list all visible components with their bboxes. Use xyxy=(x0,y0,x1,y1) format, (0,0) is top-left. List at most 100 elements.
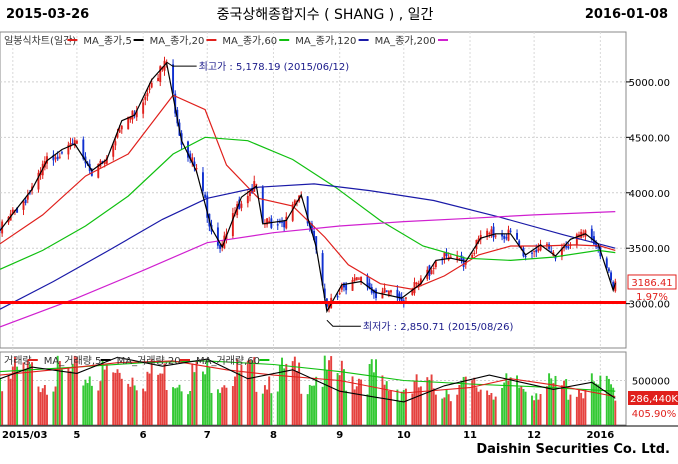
volume-bar xyxy=(313,385,316,425)
volume-bar xyxy=(385,381,388,425)
candle-body xyxy=(97,163,100,178)
candle-body xyxy=(563,247,566,249)
volume-bar xyxy=(486,390,489,425)
volume-bar xyxy=(291,361,294,425)
volume-ma-line xyxy=(0,360,616,398)
volume-bar xyxy=(234,376,236,425)
volume-bar xyxy=(381,375,384,425)
volume-bar xyxy=(569,394,572,425)
volume-bar xyxy=(396,389,399,425)
candle-body xyxy=(54,157,57,159)
candle-body xyxy=(449,256,452,258)
candle-body xyxy=(434,261,437,267)
volume-bar xyxy=(0,378,1,425)
candle-body xyxy=(148,88,151,90)
volume-bar xyxy=(417,387,420,425)
x-tick-label: 8 xyxy=(270,430,277,440)
last-volume-box xyxy=(628,391,678,405)
candle-body xyxy=(120,125,123,130)
volume-bar xyxy=(330,356,333,425)
candle-body xyxy=(129,116,132,120)
volume-bar xyxy=(133,385,136,425)
volume-bar xyxy=(172,387,175,425)
candle-body xyxy=(291,204,294,221)
volume-bar xyxy=(39,392,42,425)
x-tick-label: 12 xyxy=(527,430,541,440)
candle-body xyxy=(548,244,551,249)
volume-bar xyxy=(238,372,241,425)
volume-bar xyxy=(236,359,239,425)
volume-bar xyxy=(73,355,76,425)
volume-bar xyxy=(165,390,168,425)
candle-body xyxy=(415,282,418,285)
last-price-label: 3186.41 xyxy=(631,278,672,289)
volume-bar xyxy=(13,356,16,425)
volume-bar xyxy=(411,393,414,425)
volume-bar xyxy=(368,364,371,425)
candle-body xyxy=(219,244,222,249)
volume-bar xyxy=(191,363,194,425)
candle-body xyxy=(127,116,130,130)
candle-body xyxy=(268,220,271,223)
volume-bar xyxy=(360,379,363,425)
volume-bar xyxy=(28,364,31,425)
volume-bar xyxy=(283,368,286,425)
volume-bar xyxy=(445,388,448,425)
volume-bar xyxy=(428,379,431,425)
candle-body xyxy=(22,201,25,210)
volume-bar xyxy=(60,369,63,425)
candle-body xyxy=(417,283,420,286)
candle-body xyxy=(60,152,63,154)
volume-ma-line xyxy=(0,360,616,392)
candle-body xyxy=(306,196,309,224)
volume-bar xyxy=(590,373,593,425)
candle-body xyxy=(443,252,446,260)
volume-bar xyxy=(84,379,87,425)
volume-bar xyxy=(46,394,48,425)
volume-bar xyxy=(471,380,474,425)
candle-body xyxy=(503,235,506,239)
candle-body xyxy=(501,233,504,237)
candle-body xyxy=(313,231,316,241)
candle-body xyxy=(251,188,254,194)
volume-bar xyxy=(223,385,226,425)
volume-ma-line xyxy=(0,356,616,403)
candle-body xyxy=(26,194,29,200)
candle-body xyxy=(490,229,493,236)
volume-bar xyxy=(88,376,91,425)
candle-body xyxy=(612,282,615,289)
volume-bar xyxy=(607,378,610,425)
candle-body xyxy=(187,141,189,158)
volume-bar xyxy=(595,383,598,425)
volume-bar xyxy=(11,366,14,425)
volume-bar xyxy=(135,390,138,425)
chart-canvas[interactable]: 3000.00 3500.00 4000.00 4500.00 5000.00 50000… xyxy=(0,0,678,440)
volume-bar xyxy=(580,392,583,425)
candle-body xyxy=(343,283,345,288)
x-tick-label: 10 xyxy=(397,430,411,440)
volume-bar xyxy=(270,393,273,425)
candle-body xyxy=(351,279,354,291)
candle-body xyxy=(516,232,518,240)
candle-body xyxy=(471,254,474,259)
candle-body xyxy=(524,256,527,258)
volume-bar xyxy=(383,384,386,425)
volume-bar xyxy=(578,389,580,425)
price-ma-line xyxy=(0,211,616,328)
volume-bar xyxy=(26,360,29,425)
candle-body xyxy=(398,293,401,300)
volume-bar xyxy=(473,377,476,425)
candle-body xyxy=(375,289,377,299)
candle-body xyxy=(112,145,115,157)
candle-body xyxy=(567,246,570,249)
volume-bar xyxy=(398,401,401,425)
volume-bar xyxy=(492,399,495,425)
candle-body xyxy=(276,224,279,226)
candle-body xyxy=(340,285,343,290)
volume-bar xyxy=(204,374,207,425)
volume-bar xyxy=(505,373,508,425)
candle-body xyxy=(614,281,617,292)
volume-bar xyxy=(206,360,209,425)
candle-body xyxy=(473,252,476,254)
candle-body xyxy=(16,208,19,213)
